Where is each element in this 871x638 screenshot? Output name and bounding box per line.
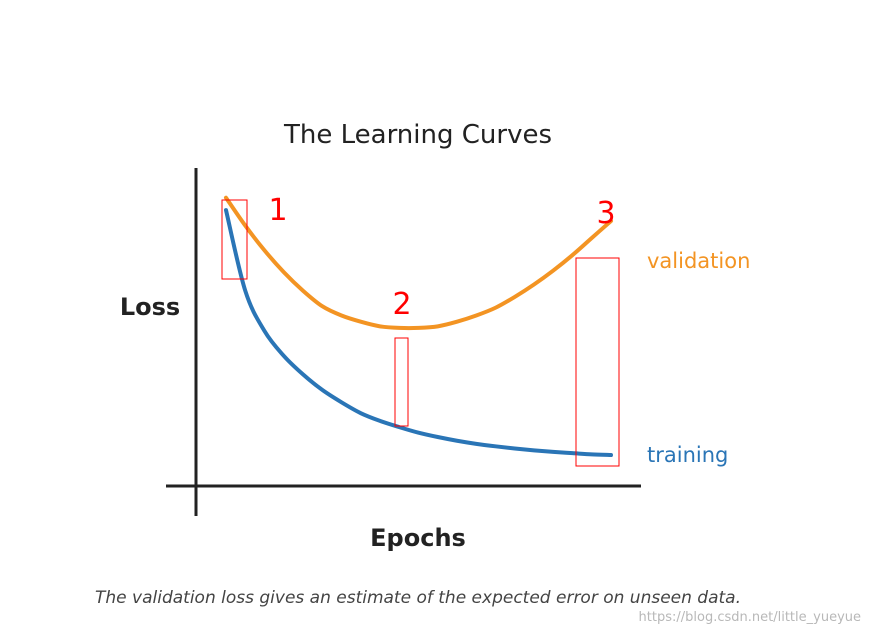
annotation-box-2 bbox=[394, 337, 409, 427]
annotation-label-2: 2 bbox=[392, 287, 411, 322]
figure-caption: The validation loss gives an estimate of… bbox=[95, 588, 741, 608]
x-axis-label: Epochs bbox=[370, 524, 466, 552]
series-line-validation bbox=[224, 195, 613, 331]
annotation-box-3 bbox=[575, 257, 620, 467]
chart-title: The Learning Curves bbox=[283, 120, 552, 150]
series-line-training bbox=[224, 208, 613, 457]
series-label-validation: validation bbox=[647, 249, 750, 273]
annotation-label-3: 3 bbox=[596, 196, 615, 231]
annotation-label-1: 1 bbox=[268, 193, 287, 228]
series-label-training: training bbox=[647, 443, 728, 467]
watermark-url: https://blog.csdn.net/little_yueyue bbox=[638, 610, 861, 625]
y-axis-label: Loss bbox=[120, 293, 180, 321]
annotation-box-1 bbox=[221, 199, 248, 280]
